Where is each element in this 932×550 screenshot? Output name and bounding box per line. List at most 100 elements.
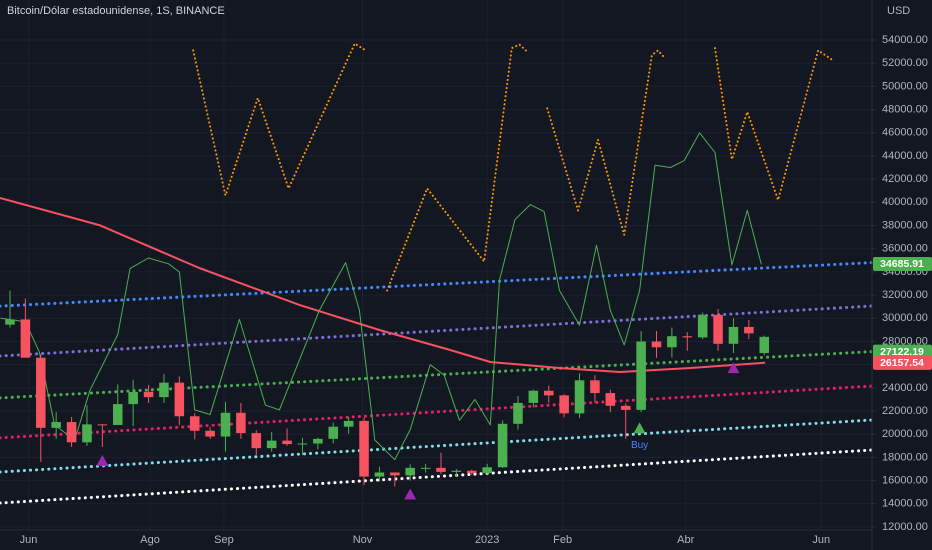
grid (0, 0, 872, 530)
candle-body (667, 336, 677, 348)
price-tag (873, 355, 932, 370)
y-axis-unit: USD (887, 5, 910, 17)
candle-body (759, 336, 770, 354)
y-tick-label: 50000.00 (882, 80, 928, 92)
candle-body (343, 420, 354, 427)
candle-body (605, 393, 616, 406)
candle-body (359, 420, 369, 477)
candle-body (51, 422, 61, 428)
candle-body (189, 416, 200, 431)
candle-body (251, 433, 262, 449)
plot-area: Buy (0, 42, 874, 505)
candle-body (682, 336, 693, 338)
signal-marker (96, 454, 109, 466)
candle-body (374, 472, 385, 477)
candle-body (513, 402, 523, 424)
x-tick-label: Abr (677, 534, 694, 546)
candle-body (467, 470, 477, 474)
candle-body (620, 405, 631, 410)
candle-body (697, 314, 708, 338)
candle-body (528, 390, 539, 403)
y-tick-label: 38000.00 (882, 219, 928, 231)
price-tag (873, 256, 932, 271)
y-tick-label: 14000.00 (882, 498, 928, 510)
y-tick-label: 48000.00 (882, 103, 928, 115)
price-tag-label: 26157.54 (880, 357, 924, 369)
candle-body (297, 443, 308, 445)
y-tick-label: 32000.00 (882, 289, 928, 301)
y-tick-label: 52000.00 (882, 57, 928, 69)
price-tag-label: 27122.19 (880, 346, 924, 358)
candle-body (574, 380, 585, 414)
x-tick-label: Jun (20, 534, 38, 546)
dotted-line (0, 384, 874, 440)
candle-body (174, 382, 185, 417)
x-tick-label: Sep (214, 534, 234, 546)
candle-body (651, 341, 662, 348)
line (0, 132, 762, 461)
y-tick-label: 12000.00 (882, 521, 928, 533)
y-tick-label: 40000.00 (882, 196, 928, 208)
signal-marker (404, 488, 417, 500)
candle-body (205, 430, 215, 437)
candle-body (97, 424, 108, 426)
candle-body (636, 341, 646, 410)
candle-body (159, 382, 169, 398)
y-tick-label: 42000.00 (882, 173, 928, 185)
y-tick-label: 36000.00 (882, 243, 928, 255)
price-tag (873, 344, 932, 359)
candle-body (82, 424, 92, 443)
y-tick-label: 20000.00 (882, 428, 928, 440)
candle-body (728, 326, 739, 344)
candle-body (420, 467, 431, 469)
dotted-line (0, 350, 874, 400)
y-tick-label: 44000.00 (882, 150, 928, 162)
candle-body (744, 326, 754, 334)
x-tick-label: Feb (553, 534, 572, 546)
candle-body (36, 357, 46, 428)
candle-body (313, 438, 323, 444)
x-tick-label: Jun (812, 534, 830, 546)
candle-body (128, 391, 138, 405)
candle-body (543, 390, 554, 396)
x-tick-label: Nov (353, 534, 373, 546)
y-tick-label: 28000.00 (882, 335, 928, 347)
y-tick-label: 46000.00 (882, 127, 928, 139)
dotted-line (192, 42, 833, 292)
candle-body (236, 412, 246, 434)
candle-body (405, 467, 415, 476)
candle-body (66, 422, 77, 443)
candle-body (266, 440, 277, 449)
price-tag-label: 34685.91 (880, 258, 924, 270)
y-tick-label: 16000.00 (882, 475, 928, 487)
candle-body (436, 467, 446, 472)
dotted-line (0, 261, 874, 308)
candle-body (20, 319, 31, 358)
candle-body (282, 440, 292, 445)
y-tick-label: 54000.00 (882, 34, 928, 46)
y-tick-label: 24000.00 (882, 382, 928, 394)
candle-body (220, 412, 231, 437)
dotted-line (0, 418, 874, 474)
candle-body (482, 467, 492, 474)
dotted-line (0, 448, 874, 505)
chart-title: Bitcoin/Dólar estadounidense, 1S, BINANC… (7, 5, 225, 17)
signal-marker (633, 422, 646, 434)
y-tick-label: 18000.00 (882, 451, 928, 463)
y-tick-label: 30000.00 (882, 312, 928, 324)
candle-body (590, 380, 600, 394)
signal-marker (727, 362, 740, 374)
candle-body (497, 423, 508, 468)
y-tick-label: 22000.00 (882, 405, 928, 417)
x-tick-label: 2023 (475, 534, 499, 546)
signal-label: Buy (631, 440, 648, 451)
candle-body (112, 404, 123, 425)
candle-body (328, 426, 339, 439)
candle-body (390, 472, 400, 476)
axes: 12000.00 14000.00 16000.00 18000.00 20000.00… (20, 34, 932, 546)
candle-body (559, 395, 569, 414)
candle-body (713, 314, 723, 344)
